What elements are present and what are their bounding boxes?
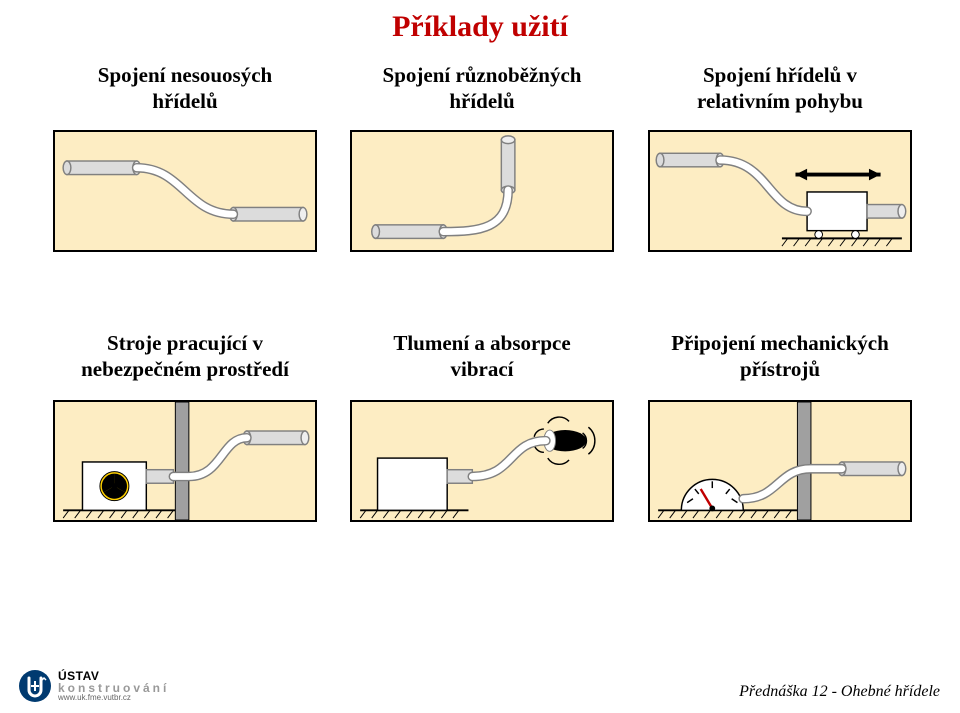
page: Příklady užití Spojení nesouosých hřídel… <box>0 0 960 713</box>
panel-r1c3 <box>648 130 912 252</box>
footer-lecture-title: Přednáška 12 - Ohebné hřídele <box>739 683 940 701</box>
diagram-relative-motion <box>650 132 910 250</box>
label-r1c2: Spojení různoběžných hřídelů <box>342 62 622 115</box>
page-title: Příklady užití <box>0 10 960 44</box>
panel-r2c2 <box>350 400 614 522</box>
label-r1c1: Spojení nesouosých hřídelů <box>45 62 325 115</box>
diagram-instruments <box>650 402 910 520</box>
panel-r1c2 <box>350 130 614 252</box>
label-r2c3: Připojení mechanických přístrojů <box>640 330 920 383</box>
diagram-angled-shafts <box>352 132 612 250</box>
diagram-hazardous <box>55 402 315 520</box>
logo: ÚSTAV konstruování www.uk.fme.vutbr.cz <box>18 669 169 703</box>
label-r2c1: Stroje pracující v nebezpečném prostředí <box>45 330 325 383</box>
logo-text: ÚSTAV konstruování www.uk.fme.vutbr.cz <box>58 670 169 702</box>
diagram-offset-shafts <box>55 132 315 250</box>
diagram-vibration <box>352 402 612 520</box>
gauge-icon <box>681 479 743 511</box>
panel-r2c3 <box>648 400 912 522</box>
label-r1c3: Spojení hřídelů v relativním pohybu <box>640 62 920 115</box>
panel-r1c1 <box>53 130 317 252</box>
label-r2c2: Tlumení a absorpce vibrací <box>342 330 622 383</box>
panel-r2c1 <box>53 400 317 522</box>
logo-line3: www.uk.fme.vutbr.cz <box>58 694 169 702</box>
logo-mark-icon <box>18 669 52 703</box>
